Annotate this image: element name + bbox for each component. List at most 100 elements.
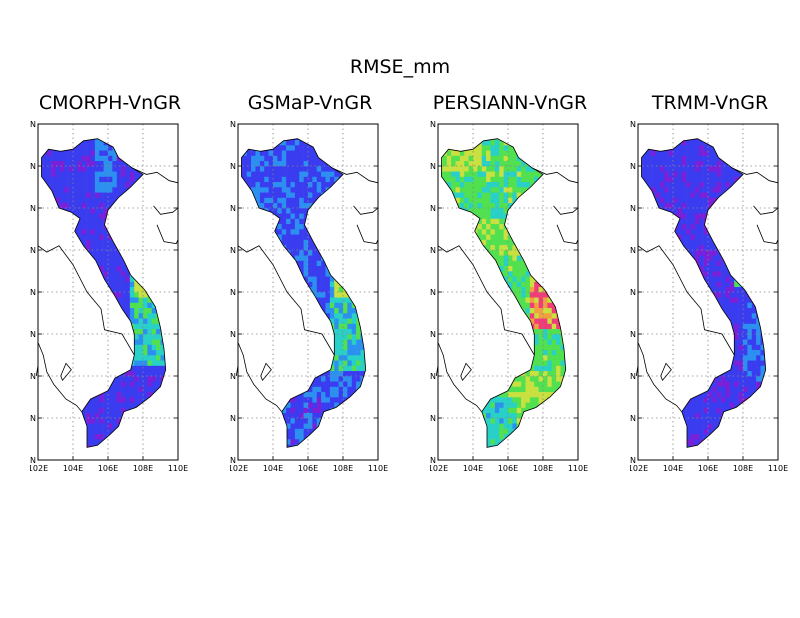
grid-cell [290, 213, 296, 219]
grid-cell [108, 171, 113, 177]
grid-cell [321, 386, 326, 393]
panel-title: GSMaP-VnGR [247, 92, 373, 114]
grid-cell [94, 234, 100, 240]
grid-cell [356, 328, 361, 335]
grid-cell [321, 166, 326, 172]
grid-cell [294, 138, 300, 141]
grid-cell [134, 386, 139, 393]
grid-cell [116, 397, 122, 403]
grid-cell [455, 171, 461, 177]
grid-cell [294, 239, 300, 246]
grid-cell [77, 202, 83, 209]
grid-cell [138, 328, 144, 335]
grid-cell [303, 166, 309, 172]
grid-cell [134, 171, 139, 177]
grid-cell [303, 397, 309, 403]
grid-cell [294, 192, 300, 198]
grid-cell [316, 181, 322, 188]
grid-cell [103, 208, 109, 214]
grid-cell [347, 349, 353, 356]
grid-cell [64, 160, 69, 167]
grid-cell [486, 407, 491, 414]
grid-cell [473, 192, 478, 198]
grid-cell [486, 171, 491, 177]
grid-cell [486, 229, 491, 235]
grid-cell [116, 160, 122, 167]
grid-cell [81, 234, 87, 240]
grid-cell [103, 244, 109, 251]
grid-cell [151, 328, 157, 335]
grid-cell [116, 418, 122, 424]
grid-cell [312, 423, 318, 429]
grid-cell [99, 202, 104, 209]
grid-cell [338, 171, 344, 177]
grid-cell [112, 386, 118, 393]
grid-cell [99, 265, 104, 272]
grid-cell [481, 208, 487, 214]
grid-cell [108, 160, 113, 167]
grid-cell [347, 302, 353, 309]
grid-cell [94, 412, 100, 419]
grid-cell [81, 160, 87, 167]
grid-cell [99, 187, 104, 193]
grid-cell [325, 302, 331, 309]
grid-cell [312, 155, 318, 162]
grid-cell [308, 255, 313, 261]
grid-cell [286, 439, 291, 445]
grid-cell [343, 386, 348, 393]
grid-cell [281, 181, 287, 188]
grid-cell [290, 423, 296, 429]
grid-cell [277, 150, 283, 156]
grid-cell [147, 360, 153, 366]
grid-cell [112, 397, 118, 403]
grid-cell [477, 150, 483, 156]
grid-cell [334, 355, 339, 361]
grid-cell [316, 160, 322, 167]
grid-cell [299, 192, 304, 198]
grid-cell [108, 176, 113, 183]
grid-cell [473, 150, 478, 156]
grid-cell [299, 197, 304, 204]
grid-cell [441, 166, 443, 172]
grid-cell [290, 428, 296, 435]
grid-cell [112, 265, 118, 272]
grid-cell [255, 160, 261, 167]
grid-cell [125, 286, 131, 293]
grid-cell [290, 197, 296, 204]
grid-cell [334, 307, 339, 314]
grid-cell [116, 386, 122, 393]
grid-cell [334, 344, 339, 351]
grid-cell [94, 150, 100, 156]
grid-cell [308, 250, 313, 256]
grid-cell [325, 313, 331, 319]
grid-cell [64, 171, 69, 177]
grid-cell [46, 166, 52, 172]
lat-tick-label: 24N [30, 120, 36, 129]
grid-cell [112, 171, 118, 177]
grid-cell [486, 244, 491, 251]
grid-cell [343, 397, 348, 403]
grid-cell [321, 407, 326, 414]
grid-cell [112, 381, 118, 387]
grid-cell [68, 160, 74, 167]
grid-cell [325, 297, 331, 303]
lon-tick-label: 106E [98, 464, 118, 473]
grid-cell [99, 171, 104, 177]
grid-cell [308, 260, 313, 267]
grid-cell [334, 323, 339, 330]
grid-cell [112, 412, 118, 419]
grid-cell [99, 244, 104, 251]
grid-cell [273, 187, 278, 193]
lon-tick-label: 110E [368, 464, 388, 473]
grid-cell [99, 166, 104, 172]
grid-cell [294, 150, 300, 156]
grid-cell [286, 412, 291, 419]
grid-cell [351, 386, 357, 393]
grid-cell [81, 166, 87, 172]
grid-cell [481, 229, 487, 235]
grid-cell [64, 150, 69, 156]
grid-cell [147, 355, 153, 361]
grid-cell [103, 202, 109, 209]
grid-cell [94, 397, 100, 403]
grid-cell [343, 323, 348, 330]
